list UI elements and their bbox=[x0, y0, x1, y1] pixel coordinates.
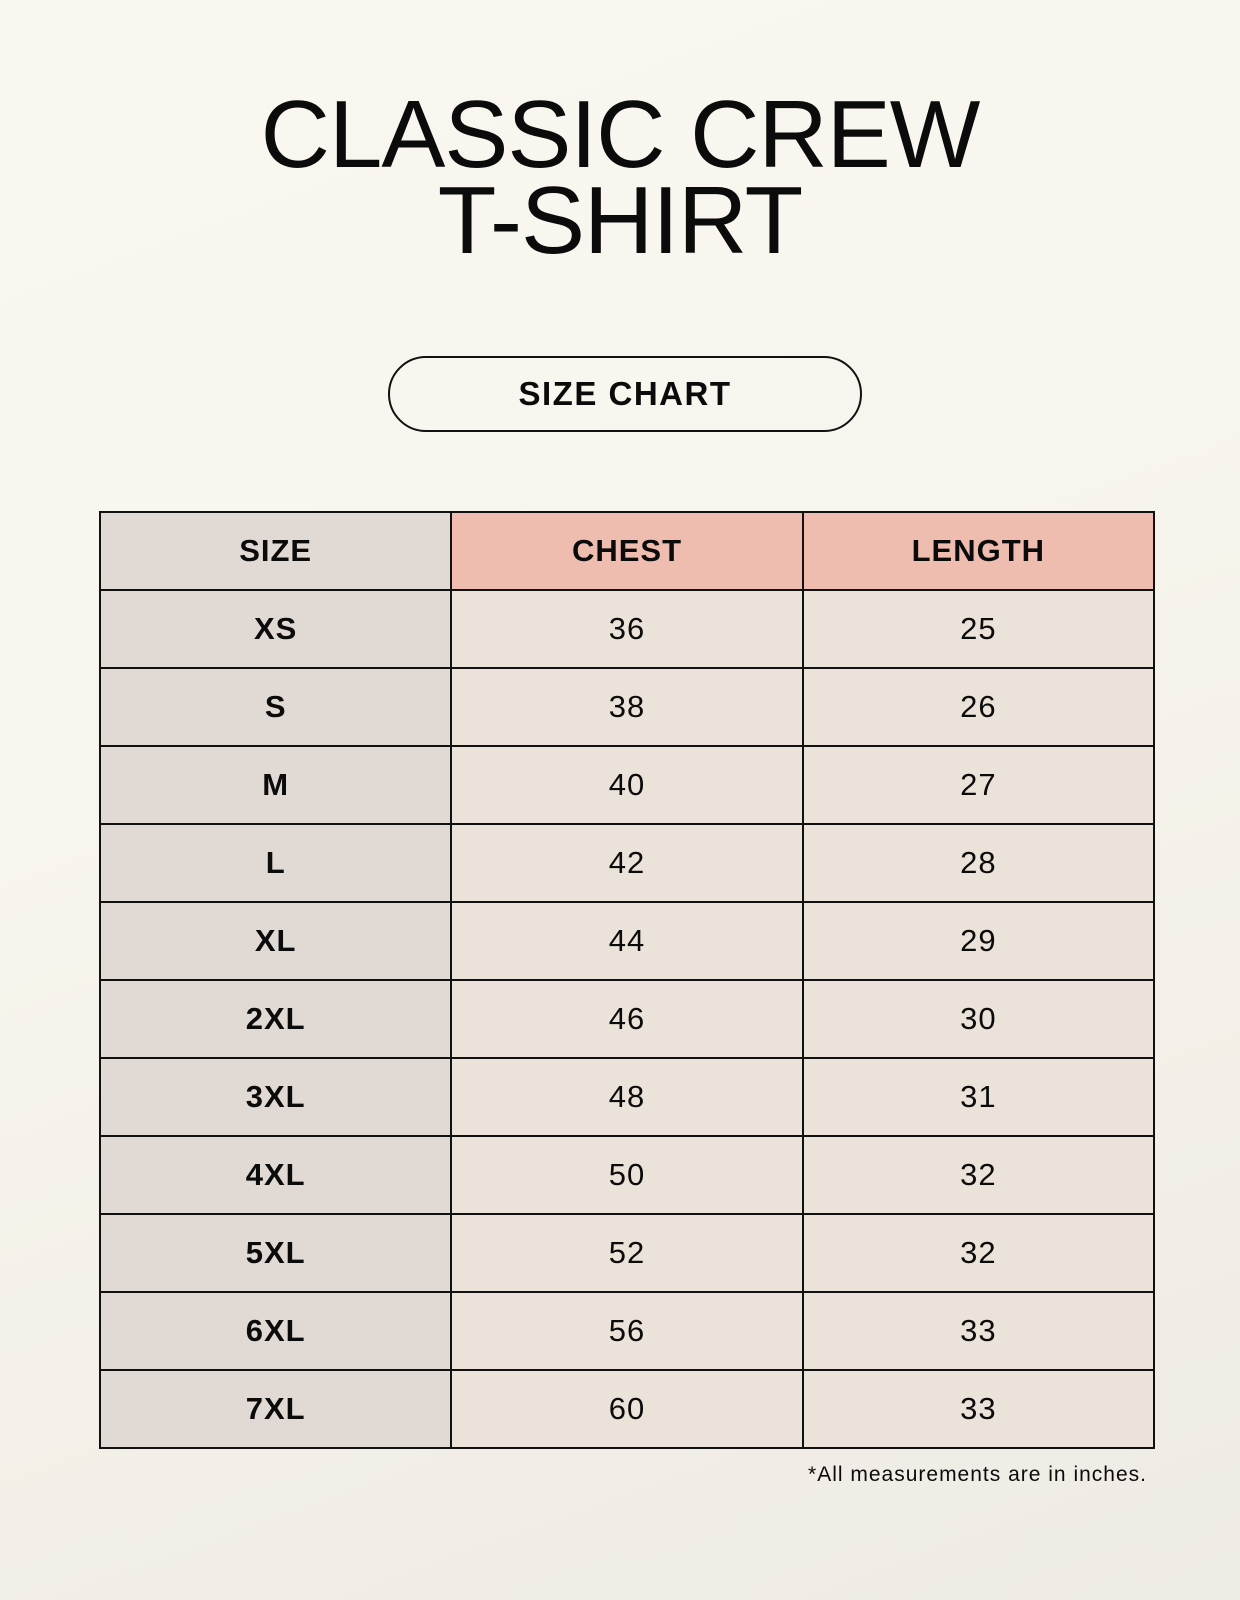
size-chart-badge: SIZE CHART bbox=[388, 356, 862, 432]
cell-chest: 44 bbox=[450, 901, 804, 981]
cell-chest: 50 bbox=[450, 1135, 804, 1215]
cell-chest: 42 bbox=[450, 823, 804, 903]
cell-length: 27 bbox=[801, 745, 1156, 825]
footnote: *All measurements are in inches. bbox=[808, 1463, 1147, 1486]
cell-size: 3XL bbox=[98, 1057, 453, 1137]
header-chest: CHEST bbox=[450, 511, 804, 591]
cell-chest: 38 bbox=[450, 667, 804, 747]
cell-size: 4XL bbox=[98, 1135, 453, 1215]
cell-length: 33 bbox=[801, 1369, 1156, 1449]
cell-size: 7XL bbox=[98, 1369, 453, 1449]
table-row: 3XL 48 31 bbox=[98, 1057, 1156, 1137]
size-table: SIZE CHEST LENGTH XS 36 25 S 38 26 M 40 27 L 42 28 X… bbox=[98, 511, 1156, 1449]
cell-size: L bbox=[98, 823, 453, 903]
cell-chest: 56 bbox=[450, 1291, 804, 1371]
cell-length: 29 bbox=[801, 901, 1156, 981]
table-row: S 38 26 bbox=[98, 667, 1156, 747]
cell-chest: 48 bbox=[450, 1057, 804, 1137]
table-row: 5XL 52 32 bbox=[98, 1213, 1156, 1293]
cell-size: M bbox=[98, 745, 453, 825]
table-header-row: SIZE CHEST LENGTH bbox=[98, 511, 1156, 591]
table-row: XS 36 25 bbox=[98, 589, 1156, 669]
cell-length: 25 bbox=[801, 589, 1156, 669]
table-row: XL 44 29 bbox=[98, 901, 1156, 981]
cell-length: 26 bbox=[801, 667, 1156, 747]
cell-length: 31 bbox=[801, 1057, 1156, 1137]
cell-chest: 52 bbox=[450, 1213, 804, 1293]
table-row: 4XL 50 32 bbox=[98, 1135, 1156, 1215]
table-row: 2XL 46 30 bbox=[98, 979, 1156, 1059]
table-row: 7XL 60 33 bbox=[98, 1369, 1156, 1449]
cell-length: 32 bbox=[801, 1213, 1156, 1293]
title-line-2: T-SHIRT bbox=[437, 167, 804, 274]
cell-length: 28 bbox=[801, 823, 1156, 903]
cell-size: S bbox=[98, 667, 453, 747]
cell-size: XL bbox=[98, 901, 453, 981]
cell-chest: 36 bbox=[450, 589, 804, 669]
table-row: 6XL 56 33 bbox=[98, 1291, 1156, 1371]
cell-length: 33 bbox=[801, 1291, 1156, 1371]
cell-length: 32 bbox=[801, 1135, 1156, 1215]
cell-size: 2XL bbox=[98, 979, 453, 1059]
cell-chest: 60 bbox=[450, 1369, 804, 1449]
title-line-1: CLASSIC CREW bbox=[260, 81, 981, 188]
header-length: LENGTH bbox=[801, 511, 1156, 591]
cell-chest: 46 bbox=[450, 979, 804, 1059]
cell-size: 5XL bbox=[98, 1213, 453, 1293]
table-row: L 42 28 bbox=[98, 823, 1156, 903]
cell-chest: 40 bbox=[450, 745, 804, 825]
page-title: CLASSIC CREW T-SHIRT bbox=[0, 81, 1240, 274]
header-size: SIZE bbox=[98, 511, 453, 591]
table-row: M 40 27 bbox=[98, 745, 1156, 825]
cell-size: XS bbox=[98, 589, 453, 669]
cell-length: 30 bbox=[801, 979, 1156, 1059]
cell-size: 6XL bbox=[98, 1291, 453, 1371]
